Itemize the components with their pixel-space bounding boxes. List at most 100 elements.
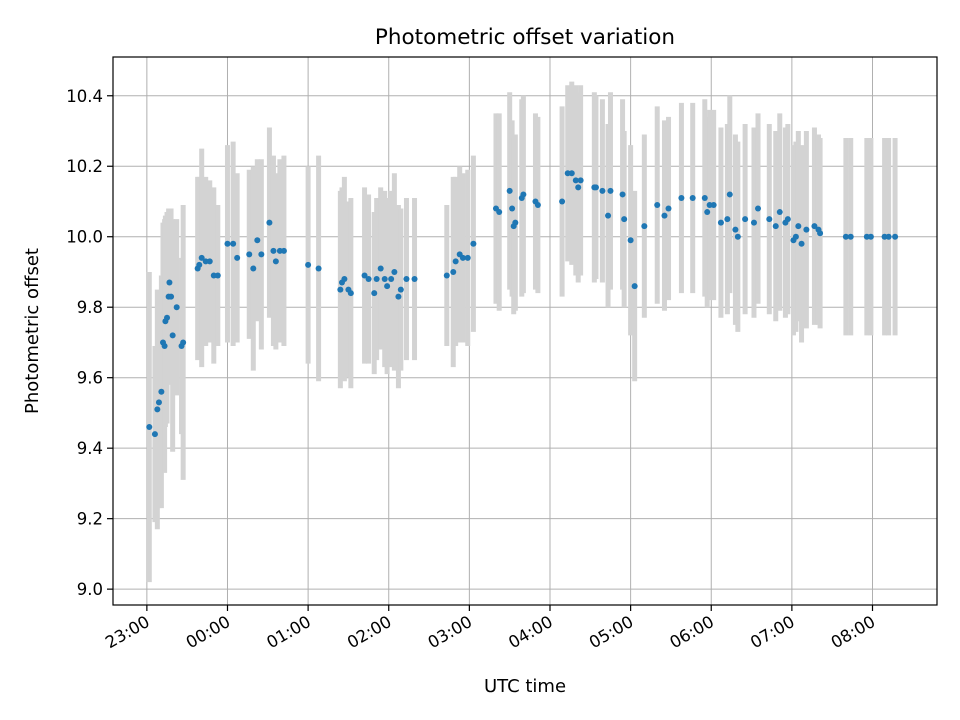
data-point [599, 187, 606, 194]
data-points [146, 170, 899, 438]
y-tick-label: 10.2 [66, 157, 103, 176]
data-point [305, 261, 312, 268]
data-point [766, 216, 773, 223]
data-point [272, 258, 279, 265]
data-point [784, 216, 791, 223]
data-point [403, 276, 410, 283]
data-point [464, 254, 471, 261]
data-point [592, 184, 599, 191]
data-point [867, 233, 874, 240]
data-point [678, 194, 685, 201]
y-tick-label: 9.0 [77, 580, 103, 599]
data-point [575, 184, 582, 191]
data-point [384, 283, 391, 290]
data-point [161, 342, 168, 349]
data-point [397, 286, 404, 293]
data-point [619, 191, 626, 198]
y-tick-label: 10.4 [66, 87, 103, 106]
data-point [280, 247, 287, 254]
data-point [155, 399, 162, 406]
x-axis-label: UTC time [484, 676, 566, 697]
data-point [689, 194, 696, 201]
data-point [811, 223, 818, 230]
data-point [842, 233, 849, 240]
data-point [173, 304, 180, 311]
data-point [742, 216, 749, 223]
data-point [605, 212, 612, 219]
data-point [750, 219, 757, 226]
data-point [470, 240, 477, 247]
data-point [534, 202, 541, 209]
data-point [206, 258, 213, 265]
data-point [776, 209, 783, 216]
data-point [180, 339, 187, 346]
data-point [154, 406, 161, 413]
data-point [665, 205, 672, 212]
data-point [817, 230, 824, 237]
data-point [164, 314, 171, 321]
data-point [158, 388, 165, 395]
data-point [169, 332, 176, 339]
data-point [365, 276, 372, 283]
data-point [391, 268, 398, 275]
data-point [710, 202, 717, 209]
y-tick-label: 9.6 [77, 369, 103, 388]
data-point [847, 233, 854, 240]
data-point [361, 272, 368, 279]
data-point [230, 240, 237, 247]
data-point [270, 247, 277, 254]
data-point [315, 265, 322, 272]
data-point [704, 209, 711, 216]
data-point [641, 223, 648, 230]
data-point [661, 212, 668, 219]
data-point [577, 177, 584, 184]
data-point [246, 251, 253, 258]
data-point [627, 237, 634, 244]
data-point [792, 233, 799, 240]
data-point [568, 170, 575, 177]
data-point [254, 237, 261, 244]
data-point [892, 233, 899, 240]
data-point [803, 226, 810, 233]
data-point [373, 276, 380, 283]
data-point [496, 209, 503, 216]
data-point [717, 219, 724, 226]
data-point [224, 240, 231, 247]
data-point [732, 226, 739, 233]
data-point [506, 187, 513, 194]
y-axis-label: Photometric offset [22, 248, 43, 414]
data-point [631, 283, 638, 290]
data-point [520, 191, 527, 198]
data-point [411, 276, 418, 283]
data-point [371, 290, 378, 297]
data-point [234, 254, 241, 261]
data-point [572, 177, 579, 184]
data-point [755, 205, 762, 212]
data-point [250, 265, 257, 272]
data-point [450, 268, 457, 275]
y-tick-label: 10.0 [66, 228, 103, 247]
data-point [607, 187, 614, 194]
y-axis-ticks: 9.0 9.2 9.4 9.6 9.8 10.0 10.2 10.4 [66, 87, 113, 599]
data-point [388, 276, 395, 283]
data-point [166, 279, 173, 286]
plot-area-frame [112, 56, 938, 606]
data-point [724, 216, 731, 223]
data-point [443, 272, 450, 279]
data-point [151, 431, 158, 438]
data-point [146, 424, 153, 431]
data-point [198, 254, 205, 261]
data-point [654, 202, 661, 209]
data-point [258, 251, 265, 258]
data-point [341, 276, 348, 283]
data-point [196, 261, 203, 268]
data-point [621, 216, 628, 223]
data-point [798, 240, 805, 247]
data-point [885, 233, 892, 240]
y-tick-label: 9.8 [77, 298, 103, 317]
data-point [381, 276, 388, 283]
data-point [795, 223, 802, 230]
data-point [452, 258, 459, 265]
data-point [347, 290, 354, 297]
